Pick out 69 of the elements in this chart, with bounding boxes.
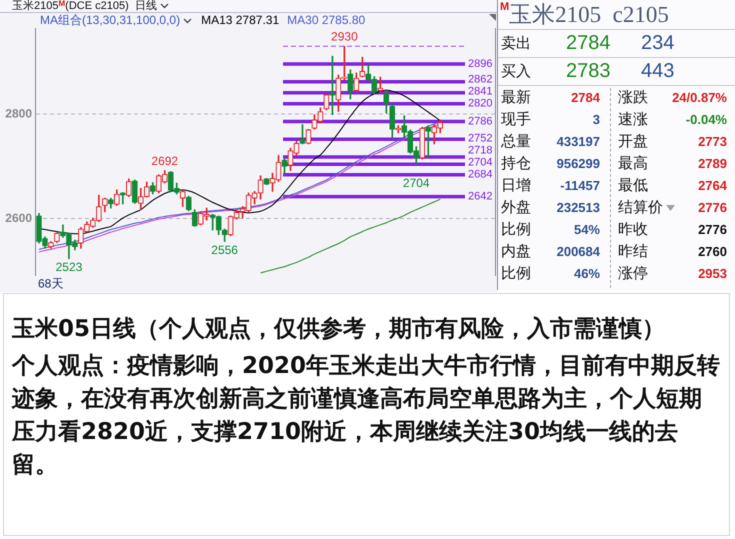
text: MA30 2785.80 <box>287 13 366 27</box>
text: 2789 <box>698 155 727 173</box>
ref-line-label: 2820 <box>468 98 492 110</box>
text: 比例 <box>501 264 531 284</box>
text: 最高 <box>618 154 648 174</box>
ref-line-label: 2786 <box>468 115 492 128</box>
y-tick-label: 2800 <box>5 106 32 120</box>
text: 956299 <box>556 155 600 173</box>
text: 卖出 <box>501 34 531 54</box>
line-series <box>260 198 441 274</box>
annotation: 2930 <box>331 30 358 44</box>
text: 2953 <box>698 265 727 283</box>
text: 玉米05日线（个人观点，仅供参考，期市有风险，入市需谨慎） <box>12 315 666 344</box>
text: 涨跌 <box>618 88 648 108</box>
text: 涨停 <box>618 264 648 284</box>
text: 外盘 <box>501 198 531 218</box>
ref-line-label: 2684 <box>468 168 492 181</box>
text: 46% <box>574 265 600 283</box>
text: 比例 <box>501 220 531 240</box>
text: 昨结 <box>618 242 648 262</box>
annotation: 2704 <box>402 176 430 190</box>
text: 24/0.87% <box>672 89 727 107</box>
text: -0.04% <box>686 111 727 129</box>
text: 3 <box>592 111 600 129</box>
text: 2783 <box>566 59 610 84</box>
ref-line-label: 2896 <box>468 58 492 70</box>
text: 持仓 <box>501 154 531 174</box>
text: 2764 <box>698 177 727 195</box>
text: 2784 <box>571 89 600 107</box>
text: 买入 <box>501 62 531 82</box>
text: 总量 <box>501 132 531 152</box>
ref-line-label: 2841 <box>468 86 492 98</box>
ref-line-label: 2704 <box>468 156 492 169</box>
text: 日增 <box>501 176 531 196</box>
ref-line-label: 2752 <box>468 132 492 145</box>
text: MA13 2787.31 <box>201 13 280 27</box>
text: 2784 <box>566 31 610 56</box>
text: 200684 <box>556 243 600 261</box>
ref-line-label: 2718 <box>468 144 492 157</box>
text: 433197 <box>556 133 600 151</box>
text: 个人观点：疫情影响，2020年玉米走出大牛市行情，目前有中期反转迹象，在没有再次创新高之前谨慎逢高布局空单思路为主，个人短期压力看2820近，支撑2710附近，本周继续关注30均线一线的去留。 <box>12 352 721 480</box>
text: 2776 <box>698 221 727 239</box>
text: 最新 <box>501 88 531 108</box>
text: 234 <box>641 31 674 56</box>
text: -11457 <box>560 177 600 195</box>
text: 443 <box>641 59 674 84</box>
text: 68天 <box>38 276 64 290</box>
text: 内盘 <box>501 242 531 262</box>
text: 54% <box>574 221 600 239</box>
text: 232513 <box>556 199 600 217</box>
ref-line-label: 2862 <box>468 74 492 86</box>
ref-line-label: 2642 <box>468 190 492 203</box>
annotation: 2556 <box>211 242 238 257</box>
text: 2760 <box>698 243 727 261</box>
text: 最低 <box>618 176 648 196</box>
legend-title: MA组合(13,30,31,100,0,0) <box>40 13 180 27</box>
annotation: 2523 <box>56 260 83 274</box>
annotation: 2692 <box>151 154 178 168</box>
text: 2776 <box>698 199 727 217</box>
candlestick <box>300 124 306 144</box>
text: 现手 <box>501 110 531 130</box>
text: $^{M}$玉米2105 c2105 <box>498 0 735 30</box>
text: 昨收 <box>618 220 648 240</box>
text: 结算价 <box>618 198 664 218</box>
chart-title: 玉米2105$^{M}$(DCE c2105) 日线 <box>12 0 157 12</box>
y-tick-label: 2600 <box>5 210 32 225</box>
text: 2773 <box>698 133 727 151</box>
text: 开盘 <box>618 132 648 152</box>
text: 速涨 <box>618 110 648 130</box>
